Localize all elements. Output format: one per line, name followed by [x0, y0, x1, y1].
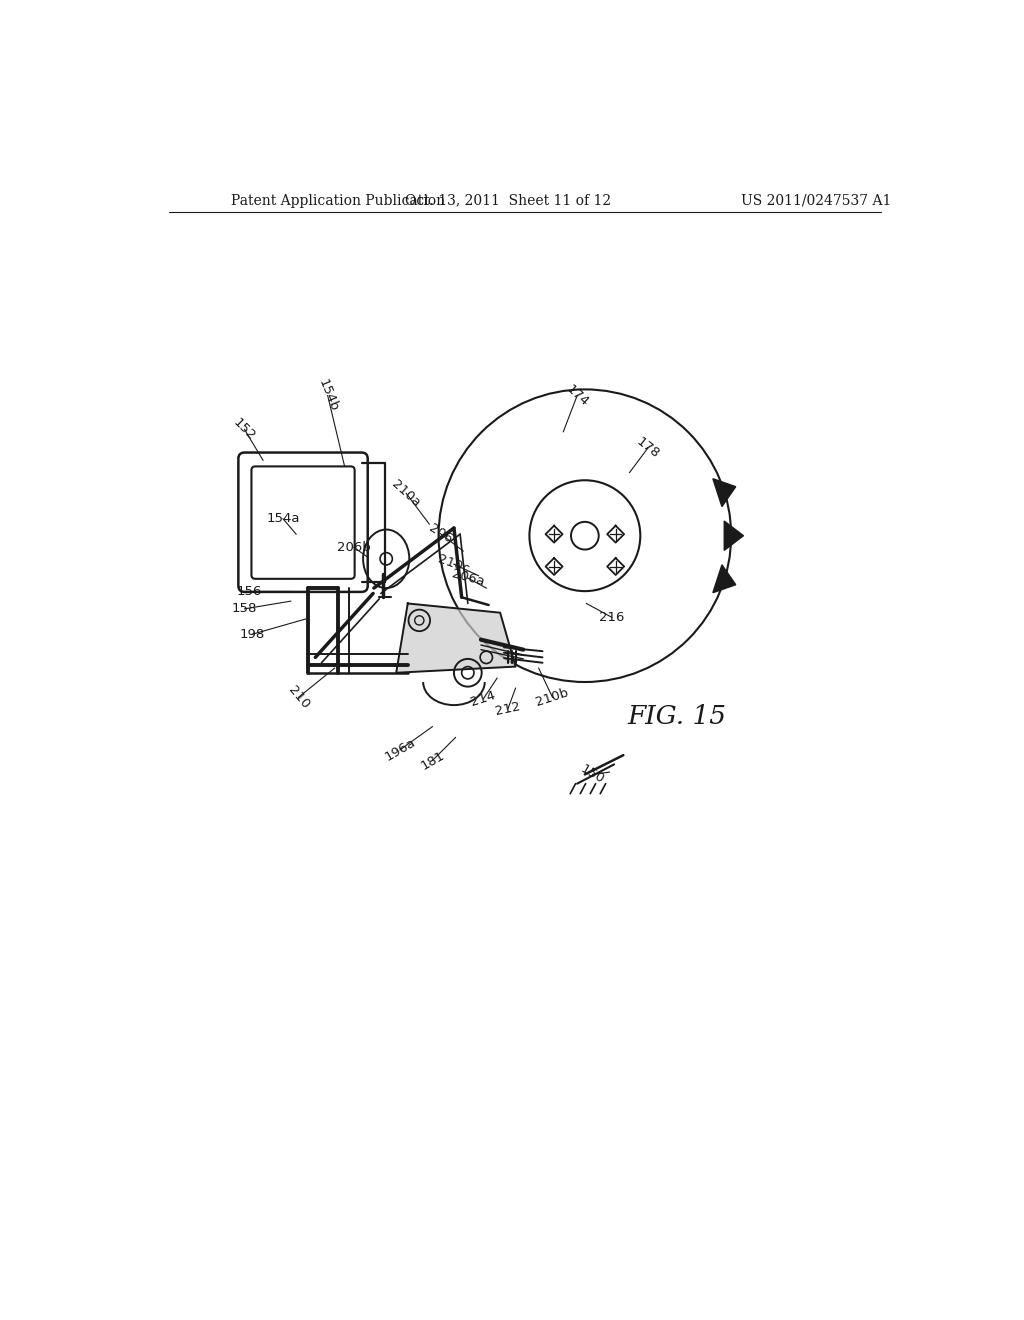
Text: 196a: 196a	[382, 735, 418, 764]
Text: 212: 212	[494, 700, 521, 718]
Text: 174: 174	[563, 383, 591, 409]
Polygon shape	[713, 565, 735, 593]
Text: 150: 150	[579, 763, 607, 787]
Text: 206b: 206b	[337, 541, 371, 554]
Polygon shape	[396, 603, 515, 673]
Text: 158: 158	[231, 602, 257, 615]
Text: 178: 178	[634, 436, 662, 461]
Text: 214: 214	[469, 689, 498, 709]
Text: 210c: 210c	[436, 553, 472, 576]
Polygon shape	[724, 521, 743, 550]
Text: 210b: 210b	[535, 686, 570, 709]
Text: 156: 156	[237, 585, 262, 598]
Text: FIG. 15: FIG. 15	[628, 704, 727, 729]
Text: US 2011/0247537 A1: US 2011/0247537 A1	[740, 194, 891, 207]
Text: 154a: 154a	[266, 512, 300, 525]
Text: Oct. 13, 2011  Sheet 11 of 12: Oct. 13, 2011 Sheet 11 of 12	[404, 194, 611, 207]
Text: 210a: 210a	[389, 478, 423, 510]
Text: 210: 210	[286, 684, 311, 711]
Text: 181: 181	[418, 748, 446, 772]
Text: 206: 206	[426, 521, 455, 545]
Polygon shape	[713, 479, 735, 507]
Text: 152: 152	[230, 416, 258, 444]
Text: Patent Application Publication: Patent Application Publication	[230, 194, 444, 207]
Text: 154b: 154b	[315, 378, 340, 413]
Text: 198: 198	[240, 628, 265, 640]
Text: 206a: 206a	[450, 568, 485, 589]
Text: 216: 216	[599, 611, 625, 624]
